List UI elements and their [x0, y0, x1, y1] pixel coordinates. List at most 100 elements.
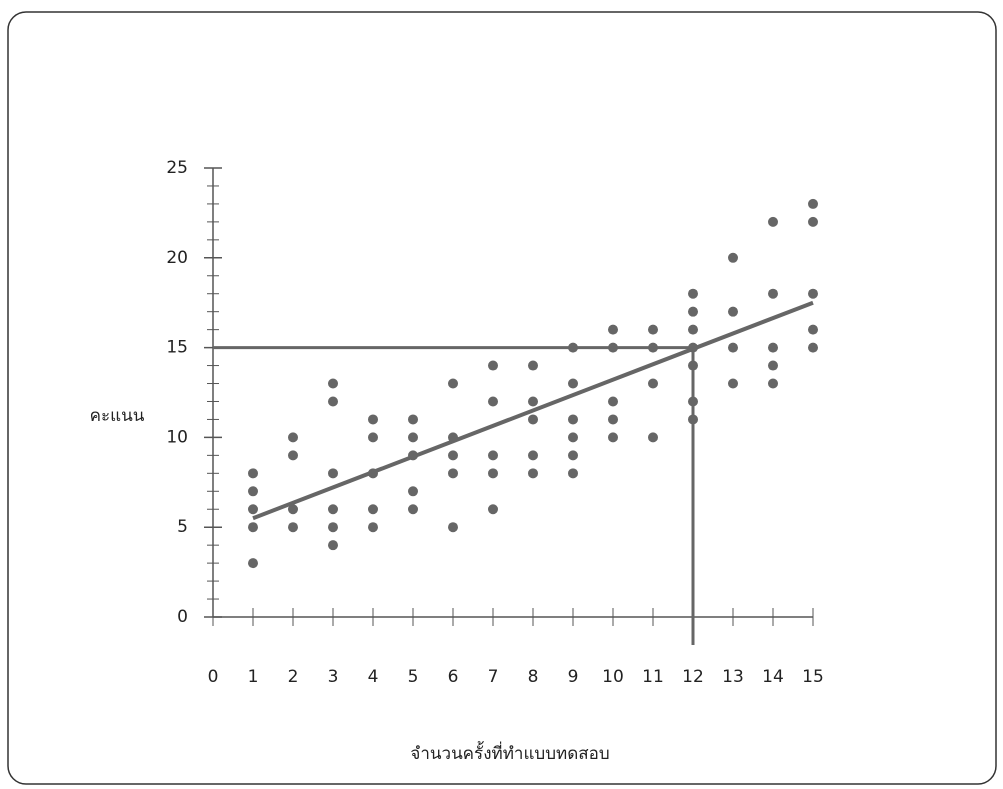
point [288, 522, 298, 533]
point [368, 522, 378, 533]
x-tick-label: 3 [328, 667, 339, 687]
point [728, 342, 738, 353]
point [528, 360, 538, 371]
point [688, 414, 698, 425]
point [648, 342, 658, 353]
point [448, 468, 458, 479]
point [328, 504, 338, 515]
point [808, 342, 818, 353]
frame [7, 11, 997, 785]
x-tick-label: 12 [682, 667, 704, 687]
point [608, 396, 618, 407]
y-tick-label: 5 [177, 517, 188, 537]
point [568, 414, 578, 425]
point [408, 432, 418, 443]
point [488, 396, 498, 407]
x-tick-label: 14 [762, 667, 784, 687]
x-tick-label: 8 [528, 667, 539, 687]
point [568, 432, 578, 443]
point [728, 252, 738, 263]
point [248, 468, 258, 479]
x-tick-label: 6 [448, 667, 459, 687]
point [688, 396, 698, 407]
point [408, 414, 418, 425]
x-tick-label: 0 [208, 667, 219, 687]
y-tick-label: 10 [166, 427, 188, 447]
point [408, 486, 418, 497]
point [528, 468, 538, 479]
x-tick-label: 15 [802, 667, 824, 687]
point [568, 378, 578, 389]
point [768, 378, 778, 389]
point [368, 504, 378, 515]
point [728, 378, 738, 389]
point [368, 414, 378, 425]
x-tick-label: 5 [408, 667, 419, 687]
point [808, 198, 818, 209]
point [688, 288, 698, 299]
x-tick-label: 7 [488, 667, 499, 687]
point [328, 396, 338, 407]
x-axis-title: จำนวนครั้งที่ทำแบบทดสอบ [410, 741, 609, 764]
point [488, 360, 498, 371]
point [768, 342, 778, 353]
point [568, 450, 578, 461]
point [288, 450, 298, 461]
x-tick-label: 9 [568, 667, 579, 687]
point [808, 216, 818, 227]
x-tick-label: 10 [602, 667, 624, 687]
x-tick-label: 4 [368, 667, 379, 687]
point [368, 432, 378, 443]
point [608, 342, 618, 353]
point [688, 360, 698, 371]
point [448, 450, 458, 461]
x-tick-label: 13 [722, 667, 744, 687]
point [248, 522, 258, 533]
point [408, 504, 418, 515]
y-axis-title: คะแนน [90, 406, 145, 426]
point [448, 378, 458, 389]
point [688, 324, 698, 335]
point [528, 414, 538, 425]
point [648, 324, 658, 335]
point [288, 504, 298, 515]
point [248, 486, 258, 497]
point [808, 288, 818, 299]
x-tick-label: 11 [642, 667, 664, 687]
point [608, 432, 618, 443]
y-tick-label: 20 [166, 248, 188, 268]
point [648, 378, 658, 389]
point [528, 450, 538, 461]
point [488, 450, 498, 461]
point [488, 504, 498, 515]
point [768, 288, 778, 299]
point [328, 522, 338, 533]
point [688, 306, 698, 317]
point [568, 468, 578, 479]
point [488, 468, 498, 479]
point [808, 324, 818, 335]
point [328, 378, 338, 389]
x-tick-label: 2 [288, 667, 299, 687]
point [248, 504, 258, 515]
x-tick-label: 1 [248, 667, 259, 687]
point [568, 342, 578, 353]
y-tick-label: 15 [166, 338, 188, 358]
trend-line [252, 300, 814, 521]
point [608, 414, 618, 425]
y-tick-label: 25 [166, 158, 188, 178]
point [648, 432, 658, 443]
point [728, 306, 738, 317]
point [248, 558, 258, 569]
point [528, 396, 538, 407]
point [768, 216, 778, 227]
y-tick-label: 0 [177, 607, 188, 627]
point [448, 522, 458, 533]
point [768, 360, 778, 371]
point [288, 432, 298, 443]
point [608, 324, 618, 335]
point [328, 540, 338, 551]
point [328, 468, 338, 479]
